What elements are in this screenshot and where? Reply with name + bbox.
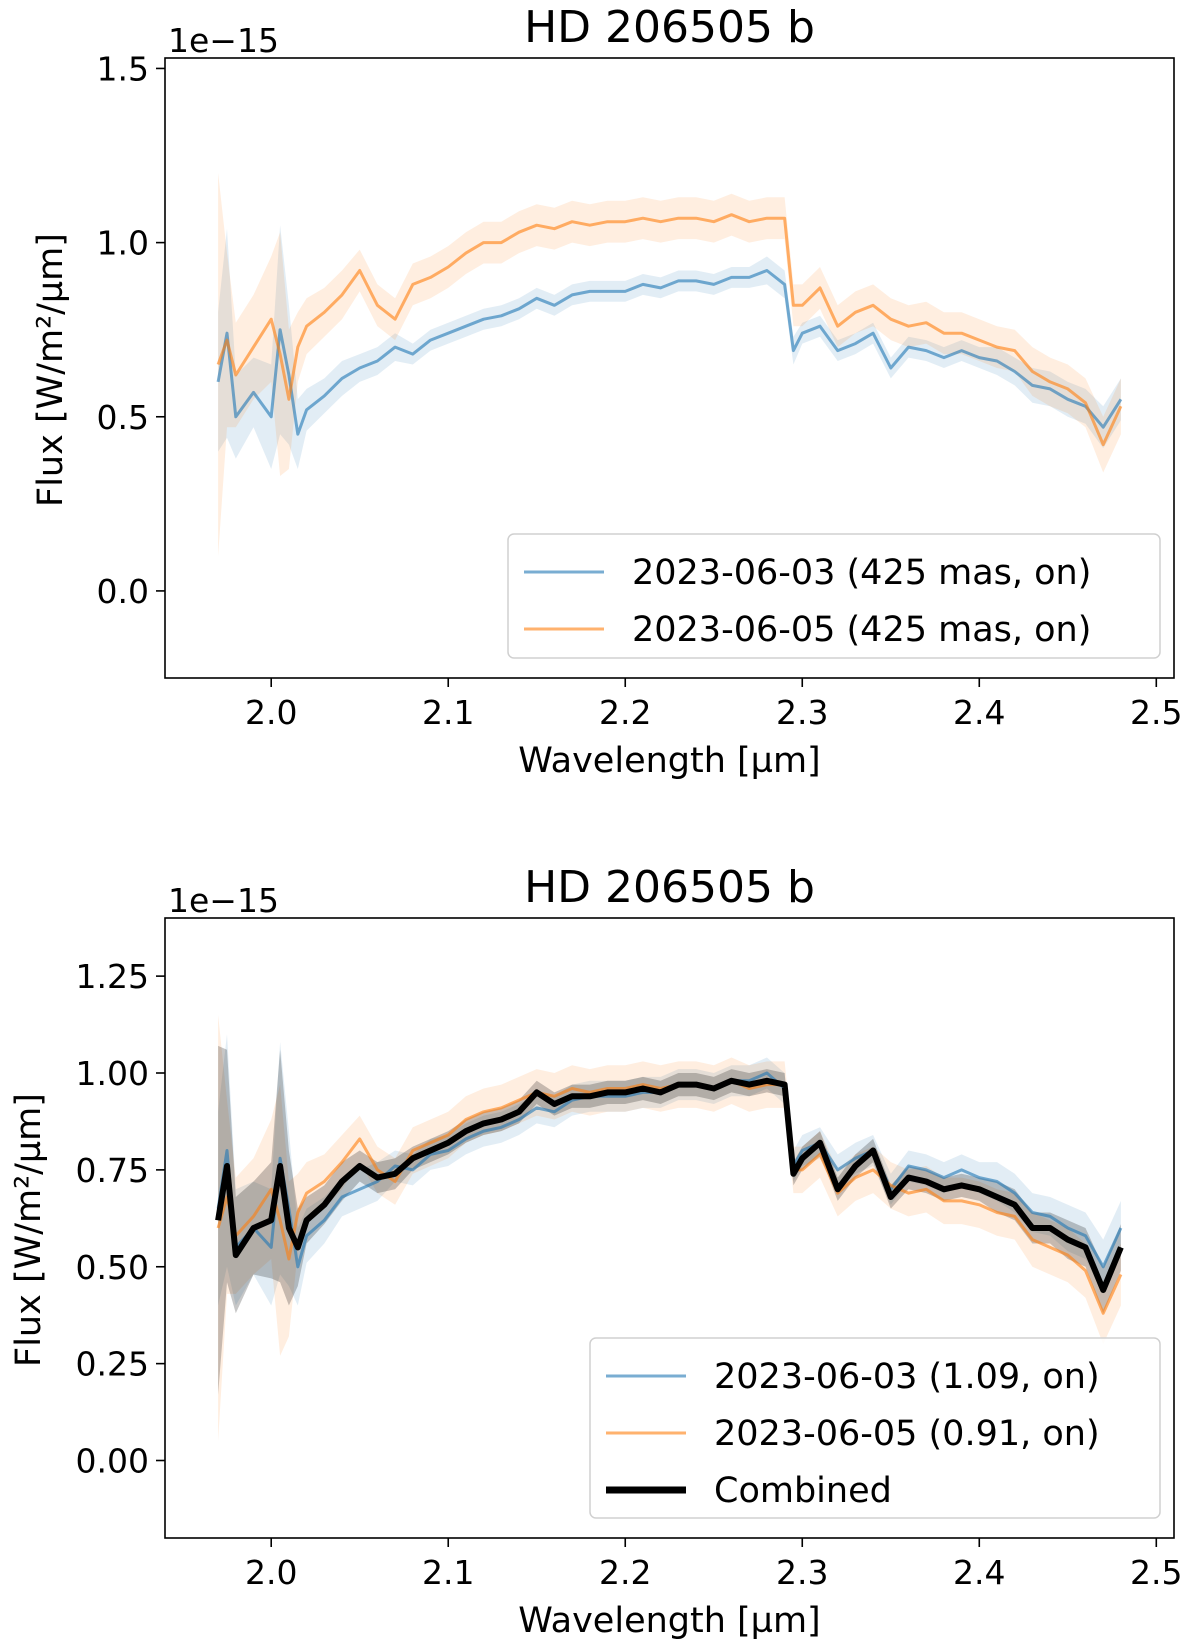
y-tick-label: 0.25 xyxy=(76,1345,149,1384)
legend-label-1: 2023-06-03 (1.09, on) xyxy=(714,1357,1100,1397)
x-axis-label: Wavelength [µm] xyxy=(518,1601,820,1641)
x-tick-label: 2.3 xyxy=(776,693,828,732)
legend-label-2: 2023-06-05 (0.91, on) xyxy=(714,1414,1100,1454)
x-tick-label: 2.1 xyxy=(422,1553,474,1592)
x-tick-label: 2.5 xyxy=(1130,1553,1182,1592)
axes-frame xyxy=(164,57,1175,679)
legend-label-2: 2023-06-05 (425 mas, on) xyxy=(632,610,1091,650)
x-tick-label: 2.4 xyxy=(953,1553,1005,1592)
y-tick-label: 1.25 xyxy=(76,957,149,996)
y-tick-label: 0.50 xyxy=(76,1248,149,1287)
y-tick-label: 0.00 xyxy=(76,1442,149,1481)
error-band-3 xyxy=(218,1045,1121,1395)
y-axis-label: Flux [W/m²/µm] xyxy=(9,1093,49,1367)
y-offset-label: 1e−15 xyxy=(168,881,279,920)
legend-box xyxy=(589,1337,1161,1519)
plot-area xyxy=(216,172,1123,557)
error-band-2 xyxy=(218,1014,1121,1442)
x-tick-label: 2.4 xyxy=(953,693,1005,732)
y-tick-label: 1.0 xyxy=(97,224,149,263)
plot-area xyxy=(215,1014,1124,1442)
x-tick-label: 2.0 xyxy=(245,693,297,732)
y-tick-label: 1.5 xyxy=(97,49,149,88)
chart-panel-2: 2.0 2.1 2.2 2.3 2.4 2.5 0.00 0.25 0.50 0.75 1.00 1.… xyxy=(9,862,1183,1641)
y-tick-label: 1.00 xyxy=(76,1054,149,1093)
x-tick-label: 2.0 xyxy=(245,1553,297,1592)
chart-title: HD 206505 b xyxy=(524,862,815,913)
legend: 2023-06-03 (1.09, on) 2023-06-05 (0.91, o… xyxy=(589,1337,1161,1519)
series-line-3 xyxy=(215,1077,1124,1293)
y-tick-label: 0.75 xyxy=(76,1151,149,1190)
chart-panel-1: 2.0 2.1 2.2 2.3 2.4 2.5 0.0 0.5 1.0 1.5 HD 206505 … xyxy=(31,2,1183,781)
y-tick-label: 0.5 xyxy=(97,398,149,437)
x-tick-label: 2.1 xyxy=(422,693,474,732)
legend-box xyxy=(507,533,1161,659)
x-tick-label: 2.2 xyxy=(599,1553,651,1592)
legend: 2023-06-03 (425 mas, on) 2023-06-05 (425 … xyxy=(507,533,1161,659)
chart-title: HD 206505 b xyxy=(524,2,815,53)
legend-label-3: Combined xyxy=(714,1471,892,1511)
y-offset-label: 1e−15 xyxy=(168,21,279,60)
series-line-2 xyxy=(216,213,1123,447)
series-line-2 xyxy=(216,1079,1123,1315)
legend-label-1: 2023-06-03 (425 mas, on) xyxy=(632,553,1091,593)
y-tick-label: 0.0 xyxy=(97,572,149,611)
axes-frame xyxy=(164,917,1175,1539)
series-line-1 xyxy=(216,269,1123,436)
x-tick-label: 2.3 xyxy=(776,1553,828,1592)
x-axis-label: Wavelength [µm] xyxy=(518,741,820,781)
y-axis-label: Flux [W/m²/µm] xyxy=(31,233,71,507)
x-tick-label: 2.5 xyxy=(1130,693,1182,732)
x-tick-label: 2.2 xyxy=(599,693,651,732)
